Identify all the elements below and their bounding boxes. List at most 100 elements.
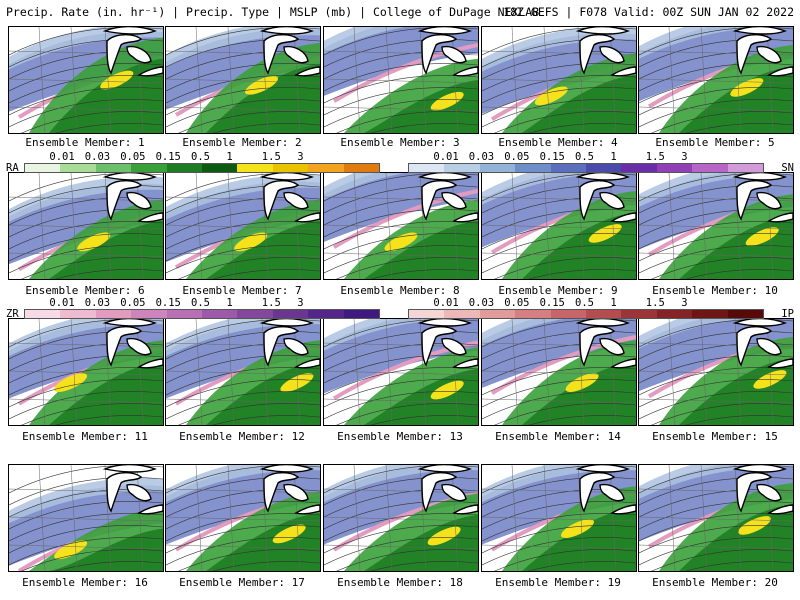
map-svg — [639, 465, 793, 571]
colorbar-tick-label: 0.5 — [191, 151, 210, 163]
state-border — [385, 465, 393, 571]
colorbar-tick-label: 1.5 — [261, 297, 281, 309]
lake-erie — [767, 66, 793, 77]
colorbar-tick-label: 0.01 — [49, 297, 75, 309]
state-border — [577, 465, 585, 571]
state-border — [70, 319, 78, 425]
lake-huron — [441, 45, 467, 64]
isobar-line — [482, 477, 636, 506]
lake-huron — [283, 45, 309, 64]
lake-erie — [137, 66, 163, 77]
lake-superior — [259, 173, 314, 181]
lake-superior — [575, 465, 630, 473]
isobar-line — [9, 185, 163, 214]
map-svg — [166, 319, 320, 425]
state-border — [293, 27, 301, 133]
isobar-line — [166, 379, 320, 408]
lake-superior — [417, 27, 472, 35]
header-valid-time: 18Z GEFS | F078 Valid: 00Z SUN JAN 02 20… — [503, 5, 794, 19]
state-border — [482, 106, 636, 112]
colorbar-swatches — [408, 163, 764, 173]
intense-rain-core — [244, 75, 278, 95]
lake-michigan — [106, 34, 143, 75]
colorbar-rain-code: RA — [6, 162, 19, 174]
colorbar-tick-label: 0.03 — [84, 297, 111, 309]
state-border — [9, 516, 163, 522]
lake-erie — [767, 212, 793, 223]
colorbar-swatch — [444, 164, 480, 172]
lake-erie — [610, 504, 636, 515]
colorbar-swatch — [60, 310, 96, 318]
isobar-line — [166, 87, 320, 116]
isobar-line — [178, 549, 320, 571]
state-border — [639, 252, 793, 258]
state-border — [639, 398, 793, 404]
isobar-line — [336, 257, 478, 279]
colorbar-swatch — [272, 164, 309, 172]
colorbar-tick-label: 1.5 — [261, 151, 281, 163]
colorbar-tick-label: 1 — [610, 297, 617, 309]
colorbar-tick-label: 1 — [226, 151, 233, 163]
lake-superior — [732, 27, 787, 35]
state-border — [9, 398, 163, 404]
ensemble-map-panel — [323, 318, 479, 426]
isobar-line — [9, 537, 163, 566]
lake-superior — [575, 27, 630, 35]
lake-erie — [294, 212, 320, 223]
colorbar-swatch — [202, 164, 238, 172]
lake-huron — [756, 191, 782, 210]
colorbar-swatch — [479, 164, 516, 172]
state-border — [700, 465, 708, 571]
isobar-line — [324, 233, 478, 262]
isobar-line — [685, 123, 793, 133]
isobar-line — [639, 537, 793, 566]
state-border — [261, 173, 269, 279]
ensemble-member-label: Ensemble Member: 3 — [340, 136, 460, 149]
lake-superior — [575, 173, 630, 181]
isobar-line — [324, 391, 478, 420]
colorbar-swatch — [550, 164, 587, 172]
isobar-line — [212, 415, 320, 425]
mix-zone — [332, 43, 478, 103]
isobar-line — [9, 99, 163, 128]
ensemble-member-label: Ensemble Member: 18 — [337, 576, 463, 589]
heavy-rain-region — [49, 528, 163, 571]
ensemble-member-label: Ensemble Member: 15 — [652, 430, 778, 443]
colorbar-freezing-rain: ZR 0.01 0.03 0.05 0.15 0.5 1 1.5 3 — [0, 296, 400, 322]
lake-huron — [441, 191, 467, 210]
colorbar-swatch — [692, 164, 728, 172]
map-svg — [166, 465, 320, 571]
map-svg — [324, 27, 478, 133]
colorbar-tick-label: 1 — [610, 151, 617, 163]
state-border — [324, 370, 478, 376]
state-border — [70, 27, 78, 133]
state-border — [9, 106, 163, 112]
lake-huron — [126, 337, 152, 356]
isobar-line — [9, 525, 163, 554]
state-border — [136, 319, 144, 425]
lake-huron — [126, 191, 152, 210]
map-svg — [482, 27, 636, 133]
state-border — [324, 398, 478, 404]
isobar-line — [639, 379, 793, 408]
isobar-line — [9, 87, 163, 116]
isobar-line — [166, 537, 320, 566]
isobar-line — [9, 63, 163, 92]
map-svg — [482, 319, 636, 425]
lake-huron — [599, 45, 625, 64]
map-svg — [324, 173, 478, 279]
isobar-line — [482, 63, 636, 92]
ensemble-map-panel — [8, 464, 164, 572]
isobar-line — [685, 415, 793, 425]
isobar-line — [482, 99, 636, 128]
lake-superior — [575, 319, 630, 327]
state-border — [261, 319, 269, 425]
map-svg — [639, 27, 793, 133]
intense-rain-core — [54, 540, 88, 560]
ensemble-member-label: Ensemble Member: 10 — [652, 284, 778, 297]
isobar-line — [166, 355, 320, 384]
state-border — [166, 516, 320, 522]
colorbar-tick-label: 0.01 — [433, 151, 459, 163]
lake-erie — [452, 66, 478, 77]
light-snow-band — [324, 319, 478, 351]
